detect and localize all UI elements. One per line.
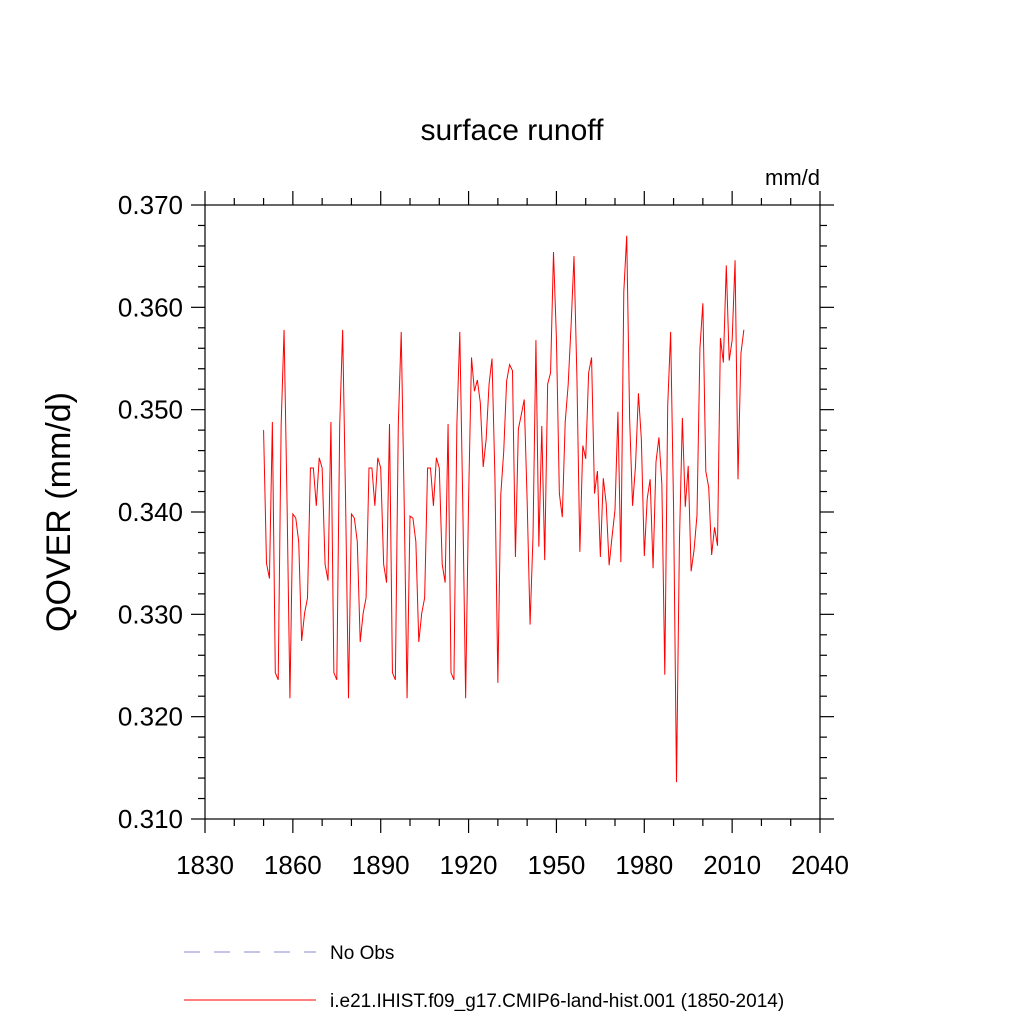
axis-ticks <box>191 191 834 833</box>
axis-tick-labels: 1830 1860 1890 1920 1950 1980 2010 2040 0.310 0.3… <box>118 190 849 880</box>
y-tick-label: 0.360 <box>118 292 183 322</box>
x-tick-label: 1950 <box>528 850 586 880</box>
x-tick-label: 1830 <box>176 850 234 880</box>
legend-label-model: i.e21.IHIST.f09_g17.CMIP6-land-hist.001 … <box>330 991 784 1012</box>
y-tick-label: 0.340 <box>118 497 183 527</box>
plot-frame <box>204 204 821 820</box>
legend-label-no-obs: No Obs <box>330 943 394 964</box>
units-label: mm/d <box>765 165 820 190</box>
y-tick-label: 0.320 <box>118 702 183 732</box>
y-tick-label: 0.330 <box>118 599 183 629</box>
series-line-1 <box>263 235 745 783</box>
plot-series <box>263 235 745 783</box>
y-tick-label: 0.310 <box>118 804 183 834</box>
x-tick-label: 1860 <box>264 850 322 880</box>
x-tick-label: 1890 <box>352 850 410 880</box>
x-tick-label: 2010 <box>703 850 761 880</box>
x-tick-label: 2040 <box>791 850 849 880</box>
legend: No Obs i.e21.IHIST.f09_g17.CMIP6-land-hi… <box>184 943 784 1012</box>
y-tick-label: 0.350 <box>118 395 183 425</box>
y-axis-label: QOVER (mm/d) <box>40 392 78 632</box>
x-tick-label: 1920 <box>440 850 498 880</box>
chart-title: surface runoff <box>421 114 605 147</box>
x-tick-label: 1980 <box>615 850 673 880</box>
y-tick-label: 0.370 <box>118 190 183 220</box>
